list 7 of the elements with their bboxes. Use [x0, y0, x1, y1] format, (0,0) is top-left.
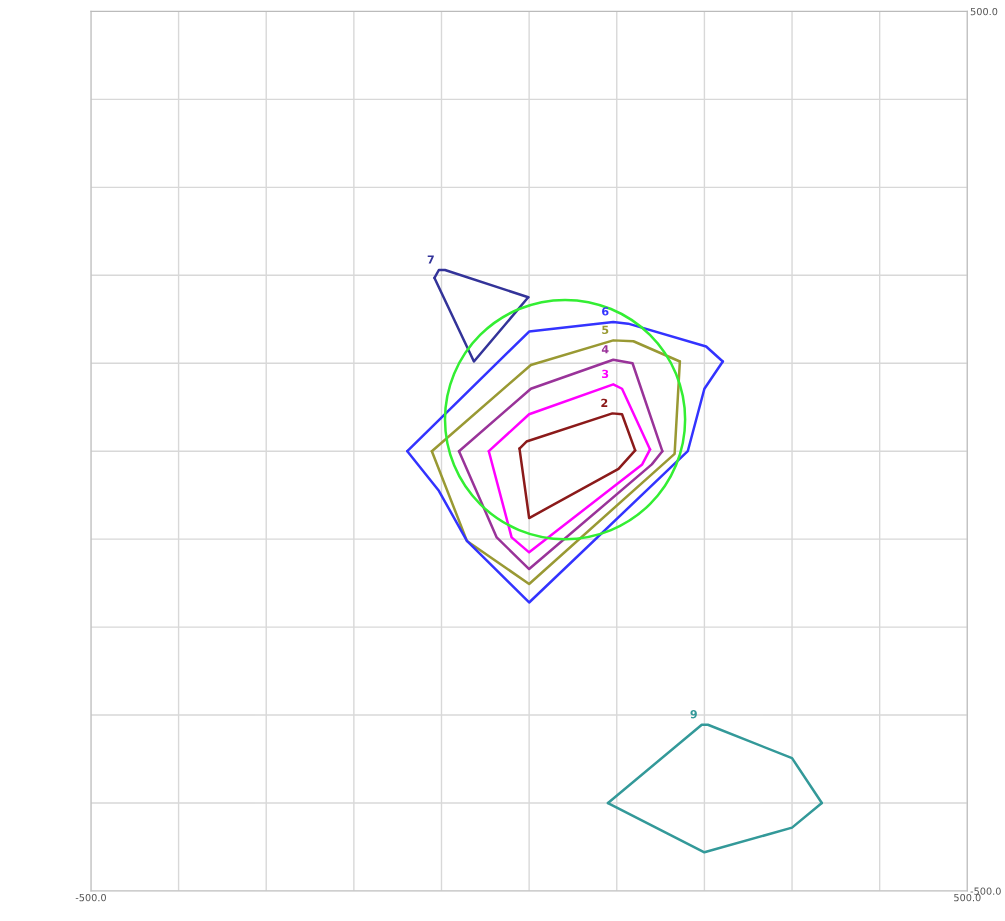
annotation: 6 — [602, 307, 609, 316]
annotation: 2 — [601, 398, 608, 407]
annotation: 3 — [602, 369, 609, 379]
annotation: 4 — [601, 345, 609, 354]
annotation: 9 — [690, 710, 697, 719]
annotation: 7 — [427, 255, 434, 264]
annotation: 5 — [602, 325, 609, 335]
